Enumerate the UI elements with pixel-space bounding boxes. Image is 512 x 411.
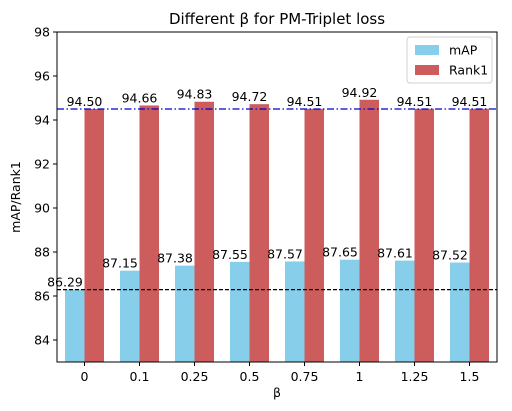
bar-rank1-1.25: [414, 108, 434, 362]
y-tick-label: 92: [34, 157, 50, 172]
data-label-rank1-0: 94.50: [67, 94, 103, 109]
data-label-map-1.5: 87.52: [432, 248, 468, 263]
bar-map-0.1: [120, 270, 140, 362]
y-axis-label: mAP/Rank1: [8, 161, 23, 233]
y-tick-label: 96: [34, 69, 50, 84]
bar-map-1: [340, 259, 360, 362]
bar-map-0.5: [230, 261, 250, 362]
y-tick-label: 98: [34, 25, 50, 40]
x-tick-label: 0.75: [291, 369, 319, 384]
plot-area: 86.29 87.15 87.38 87.55 87.57 87.65 87.61 87.52…: [47, 85, 497, 363]
y-tick-label: 84: [34, 333, 50, 348]
x-tick-label: 1.5: [460, 369, 480, 384]
data-label-map-0.1: 87.15: [102, 256, 138, 271]
data-label-map-0.25: 87.38: [157, 251, 193, 266]
x-tick-label: 1: [356, 369, 364, 384]
y-axis: 84 86 88 90 92 94 96 98: [34, 25, 57, 348]
data-label-rank1-1.25: 94.51: [397, 94, 433, 109]
bar-rank1-0.25: [194, 101, 214, 363]
data-label-map-0: 86.29: [47, 275, 83, 290]
x-tick-label: 0.25: [181, 369, 209, 384]
bar-rank1-0.1: [139, 105, 159, 362]
plot-frame: [56, 31, 498, 363]
legend-swatch-map: [415, 45, 439, 55]
data-label-rank1-0.25: 94.83: [177, 87, 213, 102]
legend: mAP Rank1: [406, 36, 493, 84]
x-tick-label: 0.5: [240, 369, 260, 384]
data-label-rank1-0.1: 94.66: [122, 90, 158, 105]
bar-map-1.5: [450, 262, 470, 362]
x-tick-label: 1.25: [401, 369, 429, 384]
data-label-rank1-0.75: 94.51: [287, 94, 323, 109]
y-tick-label: 94: [34, 113, 50, 128]
data-label-map-1.25: 87.61: [377, 246, 413, 261]
x-tick-label: 0: [81, 369, 89, 384]
bar-rank1-0.75: [304, 108, 324, 362]
bar-rank1-0.5: [249, 104, 269, 362]
chart-title: Different β for PM-Triplet loss: [169, 10, 385, 28]
legend-swatch-rank1: [415, 65, 439, 75]
y-tick-label: 86: [34, 289, 50, 304]
data-label-rank1-1.5: 94.51: [452, 94, 488, 109]
x-tick-label: 0.1: [130, 369, 150, 384]
bar-rank1-1: [359, 99, 379, 362]
bar-rank1-1.5: [469, 108, 489, 362]
bar-map-0: [65, 289, 85, 362]
data-label-map-0.5: 87.55: [212, 247, 248, 262]
data-label-rank1-0.5: 94.72: [232, 89, 268, 104]
bar-map-0.75: [285, 261, 305, 362]
legend-label-rank1: Rank1: [449, 63, 488, 78]
y-tick-label: 88: [34, 245, 50, 260]
data-label-map-1: 87.65: [322, 245, 358, 260]
y-tick-label: 90: [34, 201, 50, 216]
x-axis-label: β: [273, 385, 281, 400]
bar-map-0.25: [175, 265, 195, 362]
bar-rank1-0: [84, 109, 104, 362]
data-label-map-0.75: 87.57: [267, 246, 303, 261]
x-axis: 0 0.1 0.25 0.5 0.75 1 1.25 1.5: [81, 362, 480, 384]
data-label-rank1-1: 94.92: [342, 85, 378, 100]
bar-map-1.25: [395, 260, 415, 362]
legend-label-map: mAP: [449, 43, 478, 58]
